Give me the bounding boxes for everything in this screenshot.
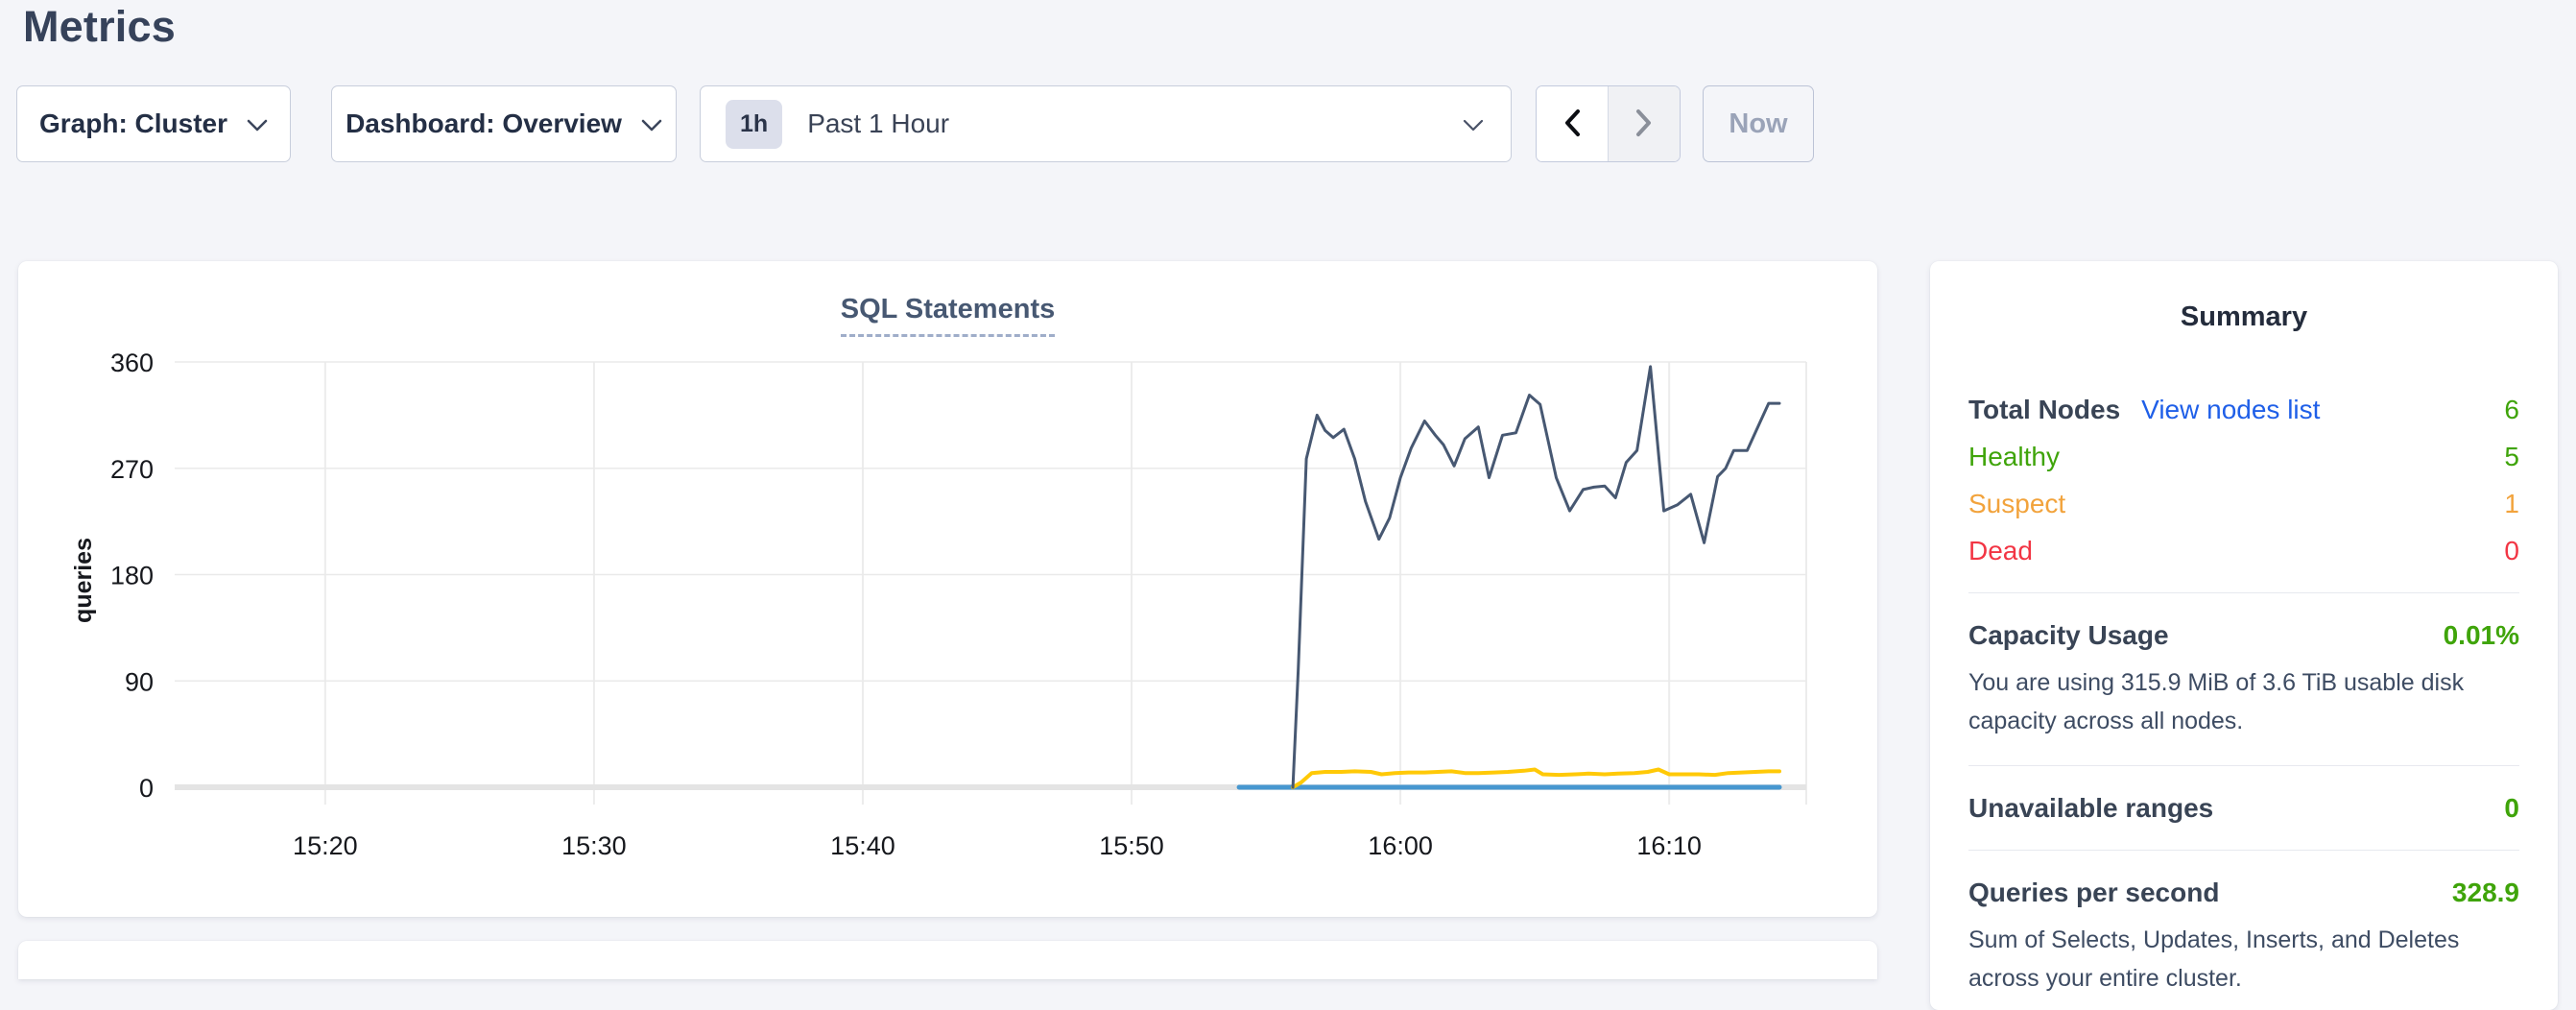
metrics-controls: Graph: Cluster Dashboard: Overview 1h Pa… [16,85,1814,162]
capacity-usage-description: You are using 315.9 MiB of 3.6 TiB usabl… [1968,669,2465,734]
unavailable-ranges-value: 0 [2504,793,2519,823]
summary-sidebar: Summary Total Nodes View nodes list 6 He… [1930,261,2558,1010]
suspect-value: 1 [2504,489,2519,518]
node-status-rows: Total Nodes View nodes list 6 Healthy 5 … [1968,393,2519,567]
graph-dropdown-label: Graph: Cluster [38,108,228,138]
suspect-nodes-row: Suspect 1 [1968,487,2519,520]
sql-statements-chart[interactable]: 15:20 15:30 15:40 15:50 16:00 16:10 0 90 180 270 3… [18,261,1877,917]
queries-per-second-section: Queries per second 328.9 Sum of Selects,… [1968,876,2519,998]
x-tick-label: 15:30 [561,831,627,860]
healthy-label: Healthy [1968,442,2060,471]
queries-per-second-value: 328.9 [2451,878,2519,907]
divider [1968,592,2519,593]
time-pager [1536,85,1681,162]
healthy-nodes-row: Healthy 5 [1968,440,2519,473]
y-tick-label: 0 [139,774,154,803]
time-range-badge: 1h [726,99,783,149]
x-tick-label: 15:50 [1099,831,1164,860]
time-range-label: Past 1 Hour [807,108,950,138]
y-tick-label: 90 [125,667,154,696]
total-nodes-row: Total Nodes View nodes list 6 [1968,393,2519,426]
sql-statements-panel: SQL Statements queries 15:20 15:30 15:40 15… [18,261,1877,917]
navy-line-series [1291,365,1781,789]
time-prev-button[interactable] [1537,86,1608,161]
divider [1968,850,2519,851]
queries-per-second-label: Queries per second [1968,878,2220,907]
dead-label: Dead [1968,536,2033,565]
divider [1968,765,2519,766]
capacity-usage-label: Capacity Usage [1968,620,2169,650]
x-tick-label: 16:10 [1636,831,1702,860]
dead-value: 0 [2504,536,2519,565]
chevron-down-icon [1463,108,1484,139]
healthy-value: 5 [2504,442,2519,471]
yellow-line-series [1291,767,1781,789]
unavailable-ranges-section: Unavailable ranges 0 [1968,791,2519,825]
next-chart-card-partial [18,941,1877,979]
chevron-right-icon [1635,108,1653,140]
page-title: Metrics [23,2,176,51]
dashboard-dropdown[interactable]: Dashboard: Overview [331,85,677,162]
queries-per-second-description: Sum of Selects, Updates, Inserts, and De… [1968,926,2460,992]
chevron-down-icon [247,108,268,139]
total-nodes-value: 6 [2504,395,2519,424]
time-next-button[interactable] [1608,86,1680,161]
time-range-dropdown[interactable]: 1h Past 1 Hour [700,85,1512,162]
x-tick-label: 16:00 [1368,831,1433,860]
graph-dropdown[interactable]: Graph: Cluster [16,85,291,162]
chart-title-wrap: SQL Statements [18,294,1877,337]
y-tick-label: 180 [110,562,154,590]
y-tick-label: 270 [110,455,154,484]
chevron-down-icon [641,108,662,139]
unavailable-ranges-label: Unavailable ranges [1968,793,2214,823]
view-nodes-list-link[interactable]: View nodes list [2141,395,2321,424]
capacity-usage-value: 0.01% [2443,620,2519,650]
y-tick-label: 360 [110,349,154,377]
chevron-left-icon [1563,108,1581,140]
chart-title[interactable]: SQL Statements [840,294,1056,337]
metrics-page: Metrics Graph: Cluster Dashboard: Overvi… [16,2,2558,1010]
x-tick-label: 15:40 [830,831,895,860]
dead-nodes-row: Dead 0 [1968,534,2519,567]
now-button[interactable]: Now [1703,85,1814,162]
suspect-label: Suspect [1968,489,2066,518]
dashboard-dropdown-label: Dashboard: Overview [346,108,622,138]
summary-title: Summary [2180,301,2308,332]
x-tick-label: 15:20 [293,831,358,860]
total-nodes-label: Total Nodes [1968,395,2121,424]
capacity-usage-section: Capacity Usage 0.01% You are using 315.9… [1968,618,2519,740]
